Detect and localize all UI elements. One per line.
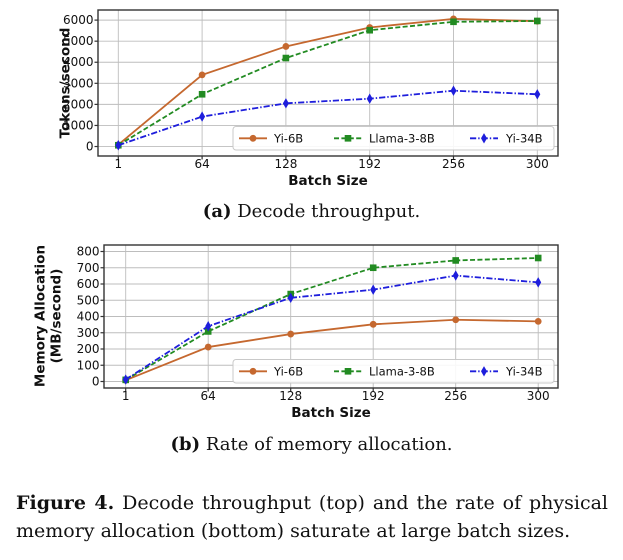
y-tick-label: 3000 [63,76,94,90]
marker-square [369,264,377,272]
marker-circle [249,134,257,142]
series-line-Llama-3-8B [117,20,538,147]
figure-caption: Figure 4. Decode throughput (top) and th… [16,489,608,545]
x-tick-label: 128 [274,157,297,171]
y-axis-label: Tokens/second [58,28,74,139]
legend-label-Yi-6B: Yi-6B [273,365,303,379]
figure-caption-line1: Figure 4. Decode throughput (top) and th… [16,489,608,517]
subcaption-b-label: (b) [170,434,201,455]
legend-label-Llama-3-8B: Llama-3-8B [369,365,435,379]
y-tick-label: 800 [77,245,100,259]
marker-circle [249,367,257,375]
y-tick-label: 500 [77,293,100,307]
x-tick-label: 192 [362,389,385,403]
legend: Yi-6B Llama-3-8B Yi-34B [232,126,555,151]
series-line-Yi-34B [125,274,539,381]
marker-thin-diamond [366,93,373,104]
marker-square [282,54,290,62]
x-tick-label: 256 [444,389,467,403]
marker-thin-diamond [481,133,487,144]
marker-thin-diamond [282,98,289,109]
decode-throughput-chart: 1 64 128 192 256 300 0 1000 2000 3000 4000 5000 6000… [0,0,623,202]
marker-thin-diamond [205,321,212,332]
marker-thin-diamond [370,284,377,295]
marker-thin-diamond [115,140,122,151]
marker-thin-diamond [534,89,541,100]
subcaption-a-text: Decode throughput. [237,201,421,222]
y-axis-label: Memory Allocation [33,245,49,387]
y-tick-label: 4000 [63,55,94,69]
figure-caption-label: Figure 4. [16,492,115,514]
marker-circle [452,316,460,324]
marker-square [534,254,542,262]
x-tick-label: 64 [201,389,216,403]
marker-square [452,257,459,264]
marker-thin-diamond [481,366,487,377]
chartB-svg: 1 64 128 192 256 300 0 100 200 300 400 500 600 700 800… [33,244,559,421]
y-tick-label: 600 [77,277,100,291]
legend-box [232,126,555,151]
legend: Yi-6B Llama-3-8B Yi-34B [232,359,555,384]
marker-circle [198,71,206,79]
y-tick-label: 700 [77,261,100,275]
marker-thin-diamond [199,111,206,122]
marker-thin-diamond [287,292,294,304]
marker-circle [282,43,290,50]
figure-caption-line2: memory allocation (bottom) saturate at l… [16,520,571,542]
y-tick-label: 0 [92,375,100,389]
y-tick-label: 1000 [63,118,94,132]
marker-thin-diamond [122,374,129,385]
series-line-Llama-3-8B [125,257,539,381]
chartA-svg: 1 64 128 192 256 3000100020003000400050006000… [58,9,559,189]
marker-circle [287,330,295,338]
x-tick-label: 256 [442,157,465,171]
y-tick-label: 400 [77,310,100,324]
x-axis-label: Batch Size [291,405,371,421]
y-tick-label: 100 [77,358,100,372]
legend-label-Yi-6B: Yi-6B [273,132,303,146]
series-line-Yi-34B [118,89,538,147]
marker-circle [369,320,377,328]
marker-square [344,368,352,375]
marker-thin-diamond [535,277,542,288]
legend-label-Yi-34B: Yi-34B [505,365,543,379]
y-tick-label: 2000 [63,97,94,111]
subcaption-b: (b) Rate of memory allocation. [0,434,623,455]
marker-thin-diamond [450,85,457,96]
marker-circle [534,317,542,325]
subcaption-a: (a) Decode throughput. [0,201,623,222]
marker-square [366,26,373,34]
y-axis-label: (MB/second) [49,269,65,364]
marker-square [534,17,541,25]
x-tick-label: 1 [122,389,130,403]
y-tick-label: 300 [77,326,100,340]
marker-circle [204,343,212,351]
x-axis-label: Batch Size [288,173,368,189]
y-tick-label: 200 [77,342,100,356]
legend-box [232,359,555,384]
legend-label-Llama-3-8B: Llama-3-8B [369,132,435,146]
series-line-Yi-6B [125,318,539,382]
x-tick-label: 1 [114,157,122,171]
marker-square [344,135,352,142]
figure-caption-text1: Decode throughput (top) and the rate of … [122,492,608,514]
marker-square [198,90,206,98]
marker-thin-diamond [452,270,459,281]
x-tick-label: 300 [526,157,549,171]
x-tick-label: 128 [279,389,302,403]
memory-allocation-chart: 1 64 128 192 256 300 0 100 200 300 400 500 600 700 800… [0,238,623,427]
y-tick-label: 5000 [63,34,94,48]
marker-square [450,18,457,26]
y-tick-label: 0 [86,140,94,154]
x-tick-label: 64 [194,157,209,171]
x-tick-label: 300 [527,389,550,403]
marker-square [204,328,212,335]
legend-label-Yi-34B: Yi-34B [505,132,543,146]
x-tick-label: 192 [358,157,381,171]
subcaption-a-label: (a) [202,201,232,222]
series-line-Yi-6B [117,17,538,146]
y-tick-label: 6000 [63,13,94,27]
subcaption-b-text: Rate of memory allocation. [205,434,453,455]
